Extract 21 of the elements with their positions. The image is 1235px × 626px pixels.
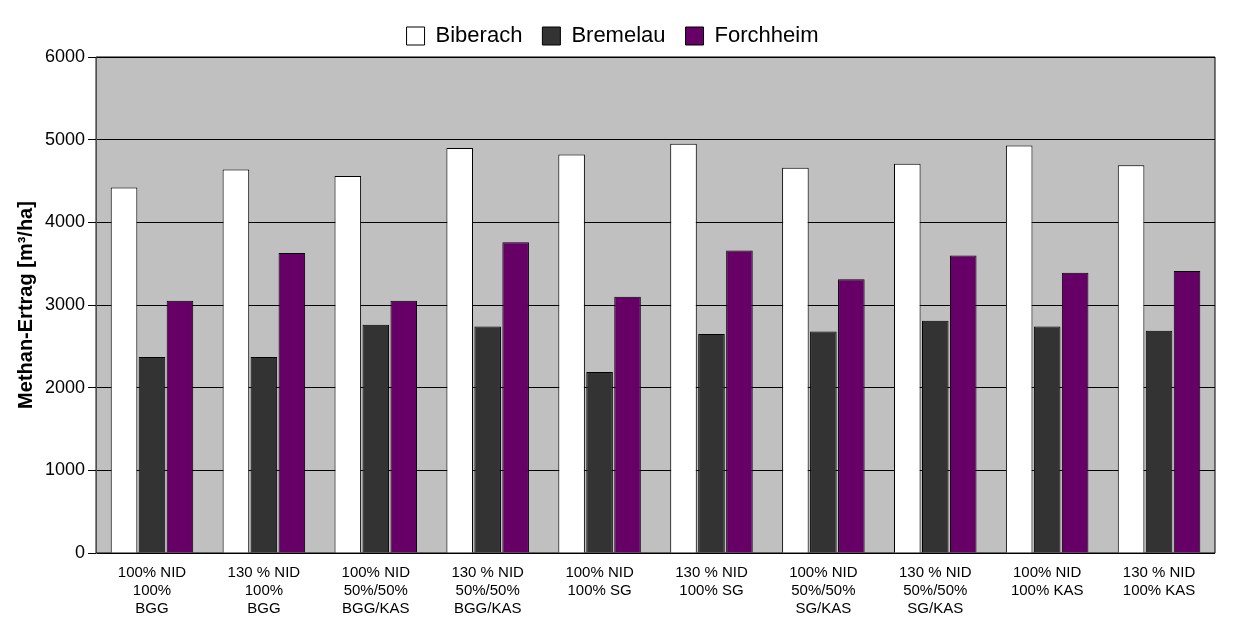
x-tick-label: 130 % NID 100% BGG: [227, 563, 301, 617]
x-tick-label: 100% NID 50%/50% SG/KAS: [789, 563, 858, 617]
y-tick-label: 1000: [45, 459, 86, 480]
legend-label: Bremelau: [571, 22, 666, 48]
y-tick-label: 3000: [45, 293, 86, 314]
x-tick-label: 130 % NID 100% SG: [675, 563, 748, 599]
y-tick-label: 6000: [45, 45, 86, 66]
x-tick-label: 100% NID 100% KAS: [1010, 563, 1084, 599]
y-tick-label: 4000: [45, 211, 86, 232]
x-tick-label: 100% NID 100% SG: [565, 563, 634, 599]
legend-label: Biberach: [435, 22, 523, 48]
y-tick-label: 5000: [45, 128, 86, 149]
legend-label: Forchheim: [714, 22, 819, 48]
x-tick-label: 100% NID 100% BGG: [117, 563, 187, 617]
x-tick-label: 130 % NID 50%/50% BGG/KAS: [451, 563, 525, 617]
x-tick-label: 100% NID 50%/50% BGG/KAS: [341, 563, 411, 617]
y-axis-title: Methan-Ertrag [m³/ha]: [13, 201, 36, 409]
y-tick-label: 2000: [45, 376, 86, 397]
x-tick-label: 130 % NID 50%/50% SG/KAS: [898, 563, 972, 617]
y-tick-label: 0: [75, 541, 86, 562]
x-tick-label: 130 % NID 100% KAS: [1122, 563, 1196, 599]
